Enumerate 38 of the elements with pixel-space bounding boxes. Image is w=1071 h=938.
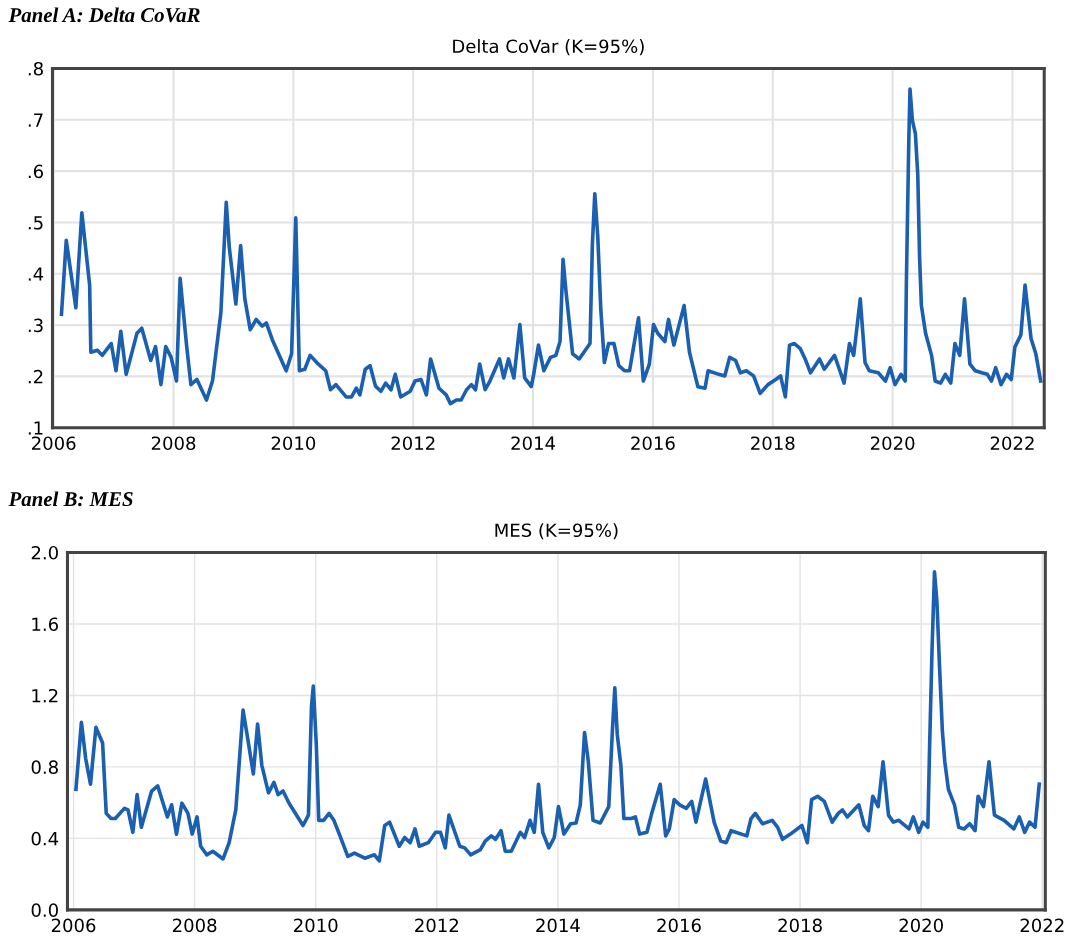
y-tick-label: 1.2 (32, 688, 58, 703)
x-tick-label: 2016 (631, 436, 675, 451)
y-tick-label: .8 (28, 61, 43, 76)
x-tick-label: 2014 (536, 918, 580, 933)
x-tick-label: 2020 (870, 436, 915, 451)
x-tick-label: 2016 (657, 918, 701, 933)
y-tick-label: .3 (28, 318, 43, 333)
y-tick-label: .4 (28, 267, 44, 281)
line-series (59, 87, 1043, 406)
x-tick-label: 2012 (415, 918, 458, 933)
y-tick-label: 2.0 (31, 545, 58, 560)
y-tick-label: 0.0 (31, 903, 58, 917)
x-tick-label: 2010 (271, 436, 316, 451)
x-tick-label: 2014 (511, 436, 556, 451)
chart-title: Panel B: MES (8, 491, 133, 507)
chart-title: Panel A: Delta CoVaR (8, 7, 200, 23)
x-tick-label: 2006 (51, 918, 96, 933)
x-tick-label: 2022 (990, 436, 1034, 451)
y-tick-label: 0.8 (31, 760, 58, 775)
y-tick-label: .2 (28, 369, 43, 384)
chart-subtitle: MES (K=95%) (495, 523, 618, 540)
y-tick-label: 0.4 (31, 831, 59, 846)
y-tick-label: .7 (28, 113, 43, 127)
x-tick-label: 2010 (294, 918, 338, 933)
x-tick-label: 2006 (32, 436, 76, 451)
x-tick-label: 2008 (172, 918, 217, 933)
x-tick-label: 2012 (391, 436, 435, 451)
y-tick-label: .6 (28, 164, 44, 179)
y-tick-label: 1.6 (32, 617, 58, 632)
chart-subtitle: Delta CoVar (K=95%) (453, 39, 644, 56)
x-tick-label: 2018 (751, 436, 795, 451)
x-tick-label: 2008 (151, 436, 196, 451)
line-series (74, 569, 1042, 863)
x-tick-label: 2022 (1020, 918, 1064, 933)
x-tick-label: 2018 (778, 918, 822, 933)
y-tick-label: .5 (28, 216, 43, 230)
y-tick-label: .1 (28, 421, 43, 435)
x-tick-label: 2020 (899, 918, 943, 933)
